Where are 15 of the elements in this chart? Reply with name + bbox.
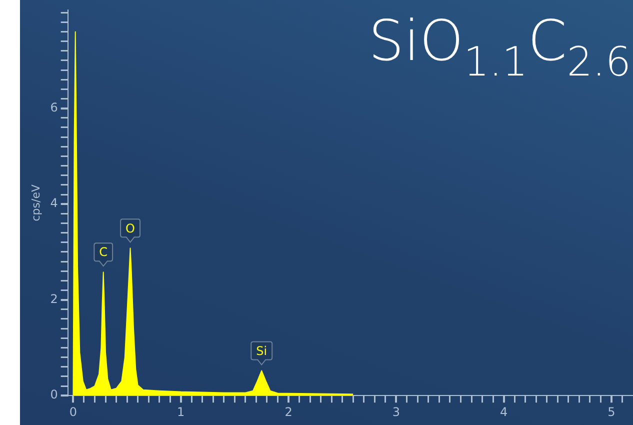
y-tick-label: 4 [50, 196, 58, 210]
x-tick-label: 3 [392, 404, 400, 419]
x-tick-label: 0 [69, 404, 78, 419]
x-tick-label: 5 [608, 404, 616, 419]
x-tick-label: 1 [177, 404, 185, 419]
y-tick-label: 6 [50, 100, 58, 114]
x-tick-label: 2 [284, 404, 292, 419]
annotation: Si [256, 344, 268, 358]
y-tick-label: 2 [50, 292, 58, 306]
x-tick-label: 4 [500, 404, 508, 419]
y-axis-title: cps/eV [29, 184, 42, 222]
y-tick-label: 0 [50, 388, 58, 402]
chart-title: SiO$_{1.1}$C$_{2.6}$ [368, 9, 631, 86]
annotation: C [99, 245, 108, 260]
annotation: O [126, 221, 135, 236]
